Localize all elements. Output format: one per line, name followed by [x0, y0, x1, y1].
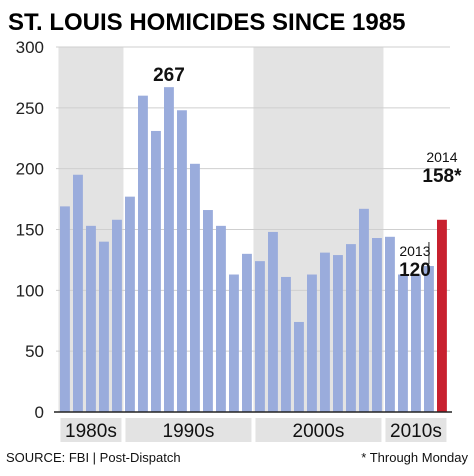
annotation-value: 158*	[422, 166, 462, 187]
bar-2010	[385, 236, 395, 412]
bar-1989	[112, 219, 122, 412]
bar-1996	[203, 210, 213, 412]
decade-band-2000s	[255, 418, 382, 442]
bar-1999	[242, 253, 252, 412]
decade-label: 1990s	[163, 421, 215, 442]
bar-2002	[281, 276, 291, 412]
bar-2011	[398, 274, 408, 412]
decade-band-1980s	[60, 418, 122, 442]
bar-1990	[125, 196, 135, 412]
bar-1993	[164, 87, 174, 413]
y-tick-label: 150	[16, 221, 44, 240]
decade-band-2010s	[385, 418, 447, 442]
annotation-value: 267	[153, 65, 185, 86]
bar-1987	[86, 225, 96, 412]
y-tick-label: 300	[16, 38, 44, 57]
annotation-year: 2013	[399, 243, 430, 259]
bar-2005	[320, 252, 330, 412]
bar-2000	[255, 261, 265, 412]
footnote: * Through Monday	[361, 450, 468, 465]
bar-1995	[190, 163, 200, 412]
decade-labels: 1980s 1990s 2000s 2010s	[60, 418, 447, 442]
bar-2001	[268, 231, 278, 412]
y-tick-label: 50	[25, 342, 44, 361]
bar-2004	[307, 274, 317, 412]
bar-1988	[99, 241, 109, 412]
decade-label: 2000s	[293, 421, 345, 442]
bar-2009	[372, 238, 382, 412]
bar-1994	[177, 110, 187, 413]
bar-1997	[216, 225, 226, 412]
y-tick-label: 0	[35, 403, 44, 422]
decade-band-1990s	[125, 418, 252, 442]
bar-2006	[333, 255, 343, 412]
bar-1991	[138, 95, 148, 413]
decade-label: 2010s	[390, 421, 442, 442]
y-axis: 0 50 100 150 200 250 300	[16, 38, 452, 422]
bar-2013	[424, 266, 434, 412]
y-tick-label: 250	[16, 99, 44, 118]
bar-2008	[359, 208, 369, 412]
bar-1992	[151, 130, 161, 412]
decade-label: 1980s	[65, 421, 117, 442]
bar-2003	[294, 321, 304, 412]
chart-title: ST. LOUIS HOMICIDES SINCE 1985	[8, 9, 405, 36]
bar-1986	[73, 174, 83, 412]
annotation-value: 120	[399, 260, 431, 281]
y-tick-label: 200	[16, 160, 44, 179]
bar-2012	[411, 274, 421, 412]
bars	[60, 87, 447, 413]
bar-1985	[60, 206, 70, 412]
y-tick-label: 100	[16, 281, 44, 300]
source-note: SOURCE: FBI | Post-Dispatch	[6, 450, 181, 465]
bar-2007	[346, 244, 356, 412]
annotation-year: 2014	[426, 149, 457, 165]
bar-1998	[229, 274, 239, 412]
bar-2014	[437, 219, 447, 412]
